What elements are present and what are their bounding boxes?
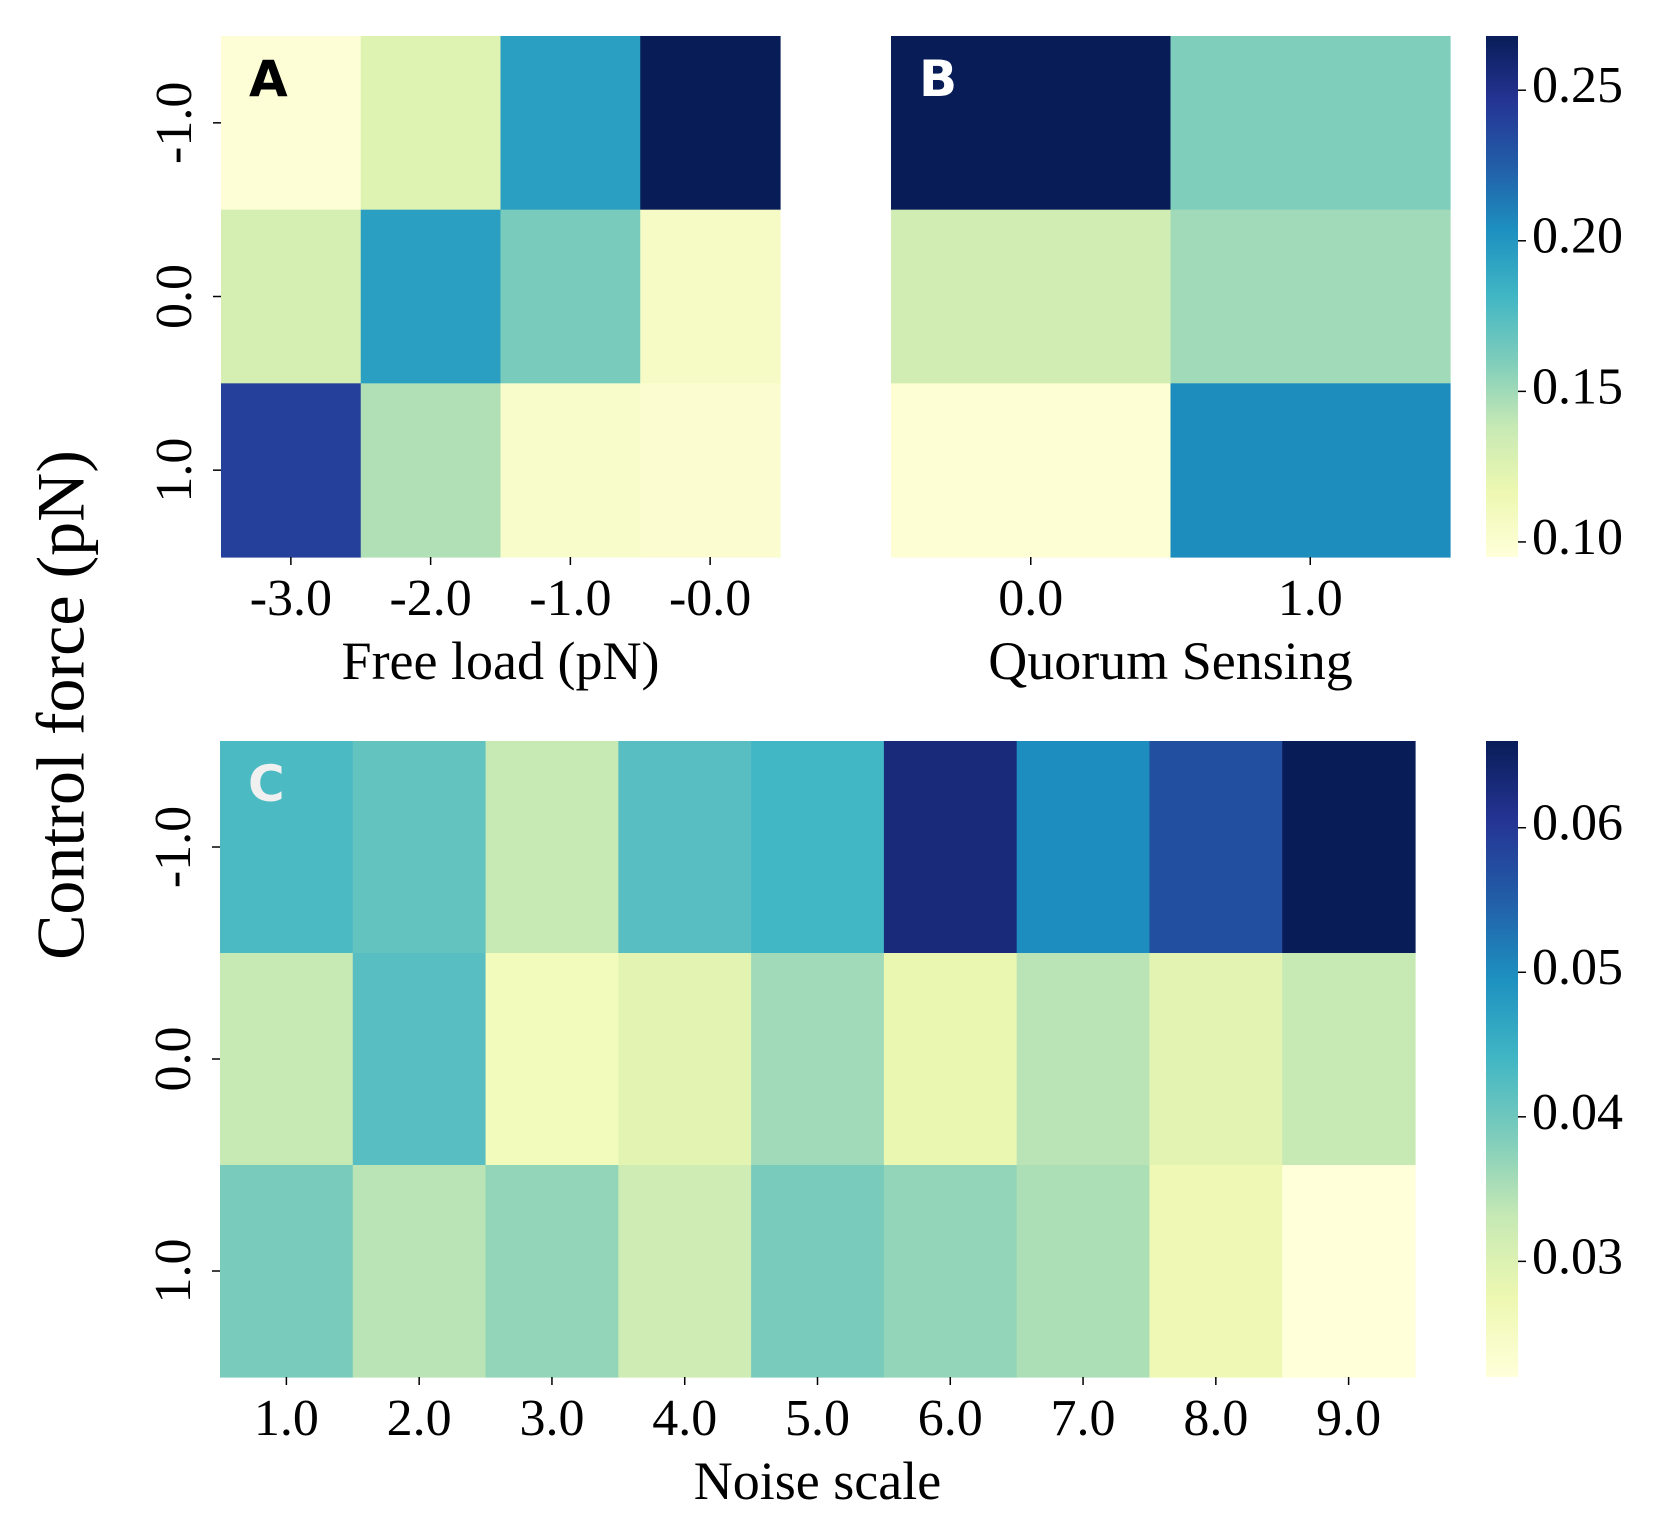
heatmap-cell <box>500 36 641 211</box>
heatmap-cell <box>618 953 752 1166</box>
heatmap-cell <box>1016 741 1151 954</box>
heatmap-cell <box>883 741 1018 954</box>
heatmap-cell <box>221 383 362 558</box>
heatmap-cell <box>352 953 487 1166</box>
heatmap-cell <box>500 383 641 558</box>
shared-y-axis-label: Control force (pN) <box>23 450 99 960</box>
heatmap-cell <box>1016 1165 1151 1378</box>
x-tick-label: 7.0 <box>1051 1390 1116 1447</box>
x-tick-label: -1.0 <box>529 570 611 627</box>
y-tick-label: -1.0 <box>145 806 202 888</box>
colorbar-gradient <box>1486 741 1518 1377</box>
heatmap-cell <box>500 209 641 384</box>
heatmap-cell <box>360 36 502 211</box>
heatmap-cell <box>640 383 781 558</box>
x-tick-label: 2.0 <box>387 1390 452 1447</box>
panel-label: C <box>248 755 285 813</box>
heatmap-cell <box>360 209 502 384</box>
heatmap-cell <box>891 383 1172 558</box>
y-tick-label: -1.0 <box>146 82 203 164</box>
x-axis-title: Quorum Sensing <box>988 631 1353 691</box>
heatmap-cell <box>618 1165 752 1378</box>
x-tick-label: 9.0 <box>1316 1390 1381 1447</box>
y-tick-label: 0.0 <box>146 264 203 329</box>
colorbar-tick-label: 0.10 <box>1532 509 1623 566</box>
heatmap-cell <box>485 741 619 954</box>
x-tick-label: 3.0 <box>519 1390 584 1447</box>
heatmap-cell <box>640 36 781 211</box>
heatmap-cell <box>220 1165 354 1378</box>
heatmap-cell <box>1149 1165 1283 1378</box>
x-tick-label: 8.0 <box>1183 1390 1248 1447</box>
panel-a-heatmap: -3.0 -2.0 -1.0 -0.0 -1.0 0.0 1.0 Free load (pN)… <box>146 36 781 691</box>
colorbar-tick-label: 0.03 <box>1532 1228 1623 1285</box>
colorbar-bottom: 0.03 0.04 0.05 0.06 <box>1486 741 1623 1377</box>
heatmap-cell <box>352 1165 487 1378</box>
x-tick-label: -3.0 <box>250 570 332 627</box>
x-tick-label: -2.0 <box>389 570 471 627</box>
heatmap-cell <box>1149 953 1283 1166</box>
heatmap-cell <box>883 1165 1018 1378</box>
heatmap-cell <box>891 209 1172 384</box>
x-tick-label: 4.0 <box>652 1390 717 1447</box>
x-tick-label: 6.0 <box>918 1390 983 1447</box>
heatmap-cell <box>352 741 487 954</box>
x-tick-label: 5.0 <box>785 1390 850 1447</box>
colorbar-tick-label: 0.05 <box>1532 939 1623 996</box>
heatmap-cell <box>1170 383 1451 558</box>
heatmap-cell <box>891 36 1172 211</box>
colorbar-top: 0.10 0.15 0.20 0.25 <box>1486 36 1623 566</box>
colorbar-tick-label: 0.25 <box>1532 57 1623 114</box>
y-tick-label: 1.0 <box>145 1239 202 1304</box>
heatmap-cell <box>883 953 1018 1166</box>
heatmap-cell <box>751 953 885 1166</box>
colorbar-tick-label: 0.06 <box>1532 795 1623 852</box>
panel-label: B <box>919 50 957 108</box>
heatmap-cell <box>1016 953 1151 1166</box>
y-tick-label: 0.0 <box>145 1027 202 1092</box>
heatmap-cell <box>618 741 752 954</box>
heatmap-cell <box>640 209 781 384</box>
x-tick-label: 1.0 <box>1278 570 1343 627</box>
heatmap-cell <box>221 36 362 211</box>
heatmap-cell <box>1282 1165 1416 1378</box>
heatmap-cell <box>751 741 885 954</box>
x-axis-title: Noise scale <box>694 1451 941 1511</box>
x-axis-title: Free load (pN) <box>342 631 660 691</box>
x-tick-label: -0.0 <box>669 570 751 627</box>
heatmap-cell <box>485 953 619 1166</box>
panel-label: A <box>249 50 288 108</box>
colorbar-tick-label: 0.20 <box>1532 208 1623 265</box>
colorbar-tick-label: 0.04 <box>1532 1084 1623 1141</box>
heatmap-cell <box>1282 741 1416 954</box>
heatmap-cell <box>221 209 362 384</box>
heatmap-cell <box>485 1165 619 1378</box>
colorbar-gradient <box>1486 36 1518 557</box>
heatmap-cell <box>1149 741 1283 954</box>
y-tick-label: 1.0 <box>146 438 203 503</box>
heatmap-cell <box>751 1165 885 1378</box>
colorbar-tick-label: 0.15 <box>1532 358 1623 415</box>
heatmap-cell <box>360 383 502 558</box>
heatmap-cell <box>1282 953 1416 1166</box>
panel-c-heatmap: 1.0 2.0 3.0 4.0 5.0 6.0 7.0 8.0 9.0 -1.0 0.0 1.0 Noi… <box>145 741 1416 1511</box>
x-tick-label: 0.0 <box>998 570 1063 627</box>
heatmap-cell <box>1170 36 1451 211</box>
x-tick-label: 1.0 <box>254 1390 319 1447</box>
heatmap-cell <box>220 953 354 1166</box>
heatmap-cell <box>220 741 354 954</box>
heatmap-cell <box>1170 209 1451 384</box>
